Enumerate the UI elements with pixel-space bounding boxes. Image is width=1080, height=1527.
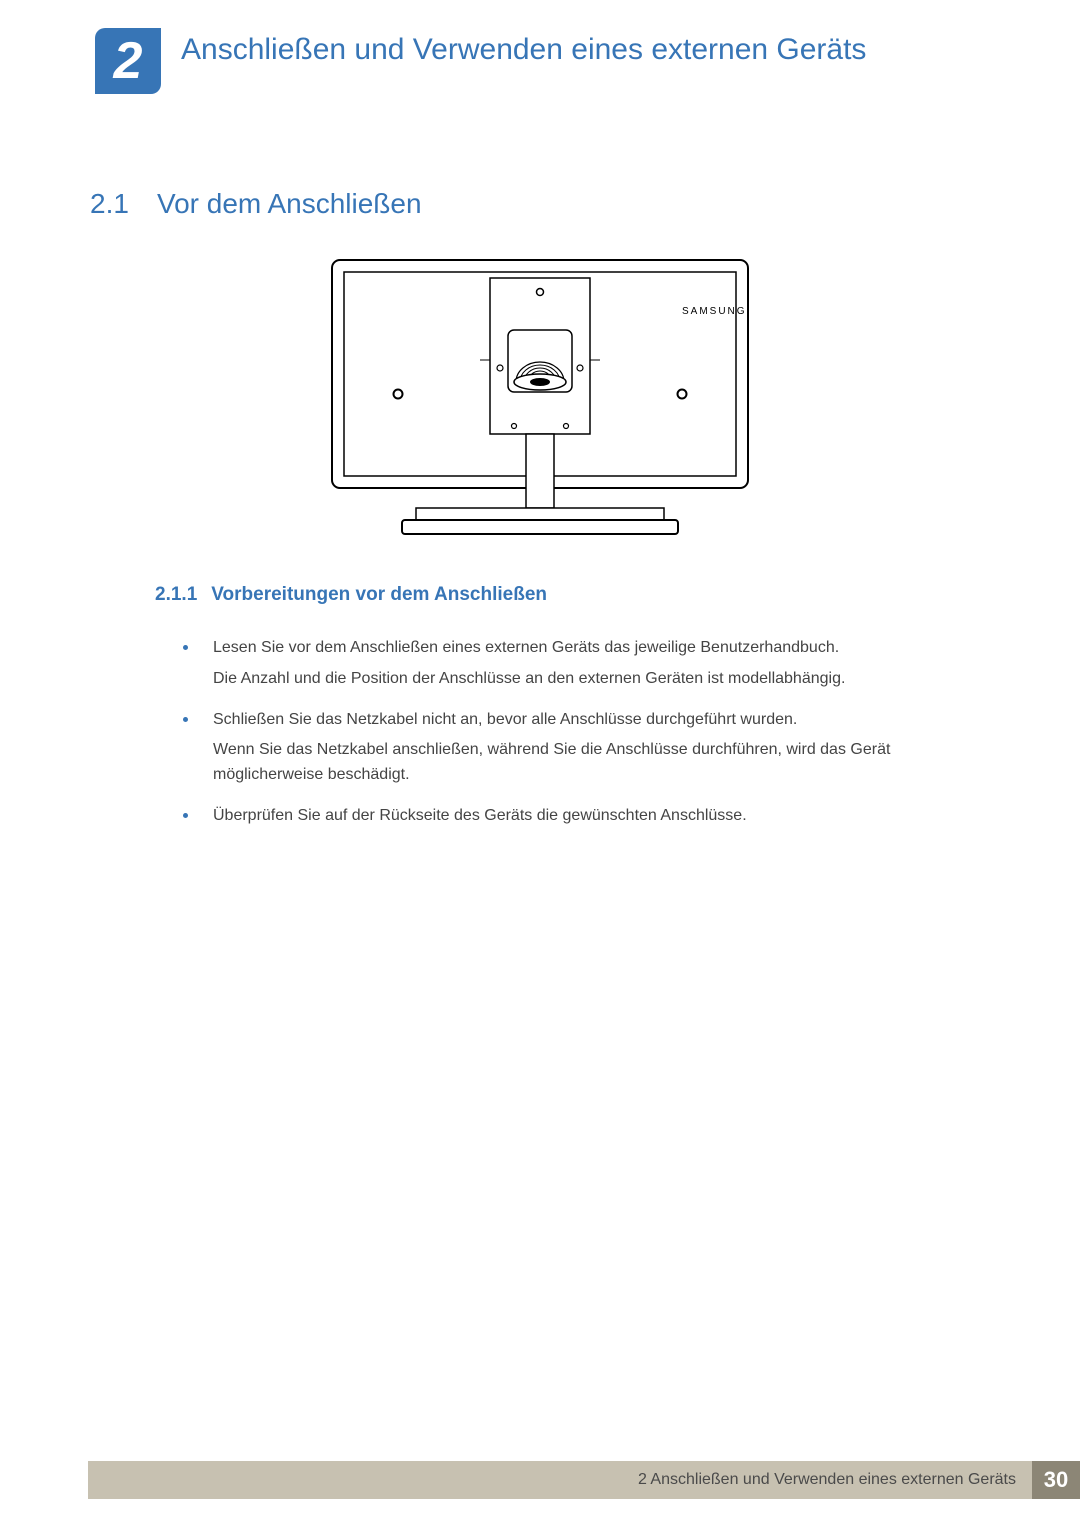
footer-text-bar: 2 Anschließen und Verwenden eines extern… [88, 1461, 1032, 1499]
brand-text: SAMSUNG [682, 306, 747, 317]
footer-page-number: 30 [1032, 1461, 1080, 1499]
list-item-sub: Die Anzahl und die Position der Anschlüs… [213, 667, 985, 692]
subsection-heading-row: 2.1.1 Vorbereitungen vor dem Anschließen [155, 584, 985, 606]
monitor-rear-diagram: SAMSUNG [330, 258, 750, 542]
chapter-title: Anschließen und Verwenden eines externen… [181, 28, 866, 68]
bullet-list: Lesen Sie vor dem Anschließen eines exte… [183, 636, 985, 829]
section-number: 2.1 [90, 188, 129, 219]
page-footer: 2 Anschließen und Verwenden eines extern… [88, 1461, 1080, 1499]
diagram-container: SAMSUNG [0, 258, 1080, 542]
subsection-title: Vorbereitungen vor dem Anschließen [211, 584, 547, 605]
section-title: Vor dem Anschließen [157, 188, 422, 219]
bullet-list-container: Lesen Sie vor dem Anschließen eines exte… [155, 636, 985, 845]
footer-text: 2 Anschließen und Verwenden eines extern… [638, 1471, 1016, 1489]
list-item-text: Überprüfen Sie auf der Rückseite des Ger… [213, 807, 747, 824]
list-item-text: Lesen Sie vor dem Anschließen eines exte… [213, 639, 839, 656]
list-item-sub: Wenn Sie das Netzkabel anschließen, währ… [213, 738, 985, 788]
list-item: Schließen Sie das Netzkabel nicht an, be… [183, 708, 985, 788]
list-item-text: Schließen Sie das Netzkabel nicht an, be… [213, 711, 797, 728]
subsection-number: 2.1.1 [155, 584, 197, 605]
list-item: Lesen Sie vor dem Anschließen eines exte… [183, 636, 985, 692]
subsection-heading: 2.1.1 Vorbereitungen vor dem Anschließen [155, 584, 985, 606]
chapter-header: 2 Anschließen und Verwenden eines extern… [95, 28, 1020, 94]
list-item: Überprüfen Sie auf der Rückseite des Ger… [183, 804, 985, 829]
page: 2 Anschließen und Verwenden eines extern… [0, 0, 1080, 1527]
section-heading-row: 2.1 Vor dem Anschließen [90, 188, 985, 220]
chapter-number-badge: 2 [95, 28, 161, 94]
section-heading: 2.1 Vor dem Anschließen [90, 188, 985, 220]
